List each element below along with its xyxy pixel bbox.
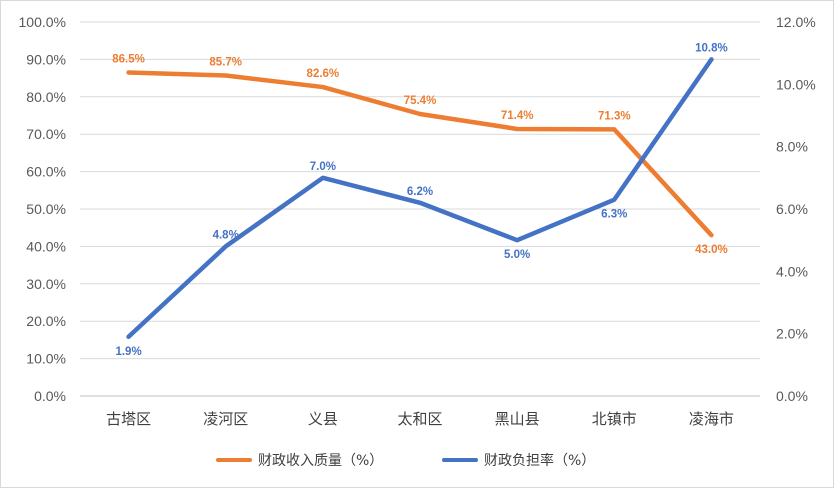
right-axis-ticks: 0.0% 2.0% 4.0% 6.0% 8.0% 10.0% 12.0% <box>776 14 816 404</box>
right-tick-label: 0.0% <box>776 388 808 404</box>
gridlines <box>80 21 760 397</box>
legend-item-burden-rate: 财政负担率（%） <box>442 446 595 474</box>
left-tick-label: 60.0% <box>26 164 66 180</box>
category-label: 黑山县 <box>495 410 540 428</box>
data-labels: 86.5% 85.7% 82.6% 75.4% 71.4% 71.3% 43.0% 1.9% 4… <box>112 42 727 357</box>
right-tick-label: 6.0% <box>776 201 808 217</box>
category-axis-labels: 古塔区 凌河区 义县 太和区 黑山县 北镇市 凌海市 <box>106 410 734 428</box>
burden-rate-data-label: 5.0% <box>504 249 530 261</box>
revenue-quality-data-label: 43.0% <box>695 244 728 256</box>
legend-item-revenue-quality: 财政收入质量（%） <box>216 446 383 474</box>
burden-rate-line <box>126 57 714 340</box>
right-tick-label: 4.0% <box>776 263 808 279</box>
burden-rate-data-label: 7.0% <box>310 161 336 173</box>
revenue-quality-data-label: 82.6% <box>307 68 340 80</box>
legend-line-orange <box>216 458 252 462</box>
revenue-quality-data-label: 75.4% <box>404 95 437 107</box>
left-tick-label: 20.0% <box>26 313 66 329</box>
left-tick-label: 10.0% <box>26 351 66 367</box>
category-label: 北镇市 <box>592 410 637 428</box>
legend: 财政收入质量（%） 财政负担率（%） <box>0 446 834 474</box>
burden-rate-data-label: 10.8% <box>695 42 728 54</box>
left-axis-ticks: 0.0% 10.0% 20.0% 30.0% 40.0% 50.0% 60.0% 70.0% 8… <box>19 14 66 404</box>
left-tick-label: 40.0% <box>26 238 66 254</box>
left-tick-label: 0.0% <box>34 388 66 404</box>
category-label: 凌河区 <box>203 410 248 428</box>
revenue-quality-data-label: 71.3% <box>598 110 631 122</box>
category-label: 义县 <box>308 410 338 428</box>
left-tick-label: 70.0% <box>26 126 66 142</box>
category-label: 凌海市 <box>689 410 734 428</box>
right-tick-label: 2.0% <box>776 326 808 342</box>
burden-rate-data-label: 4.8% <box>213 229 239 241</box>
left-tick-label: 80.0% <box>26 89 66 105</box>
left-tick-label: 50.0% <box>26 201 66 217</box>
revenue-quality-data-label: 85.7% <box>209 56 242 68</box>
burden-rate-data-label: 1.9% <box>115 346 141 358</box>
legend-label: 财政负担率（%） <box>484 453 596 469</box>
legend-label: 财政收入质量（%） <box>258 453 384 469</box>
revenue-quality-data-label: 86.5% <box>112 53 145 65</box>
category-label: 太和区 <box>397 410 442 428</box>
revenue-quality-line <box>126 70 714 238</box>
burden-rate-data-label: 6.2% <box>407 186 433 198</box>
left-tick-label: 100.0% <box>19 14 66 30</box>
series-lines <box>126 57 714 340</box>
burden-rate-data-label: 6.3% <box>601 209 627 221</box>
left-tick-label: 30.0% <box>26 276 66 292</box>
revenue-quality-data-label: 71.4% <box>501 110 534 122</box>
category-label: 古塔区 <box>106 410 151 428</box>
legend-line-blue <box>442 458 478 462</box>
right-tick-label: 10.0% <box>776 76 816 92</box>
left-tick-label: 90.0% <box>26 51 66 67</box>
right-tick-label: 8.0% <box>776 139 808 155</box>
right-tick-label: 12.0% <box>776 14 816 30</box>
